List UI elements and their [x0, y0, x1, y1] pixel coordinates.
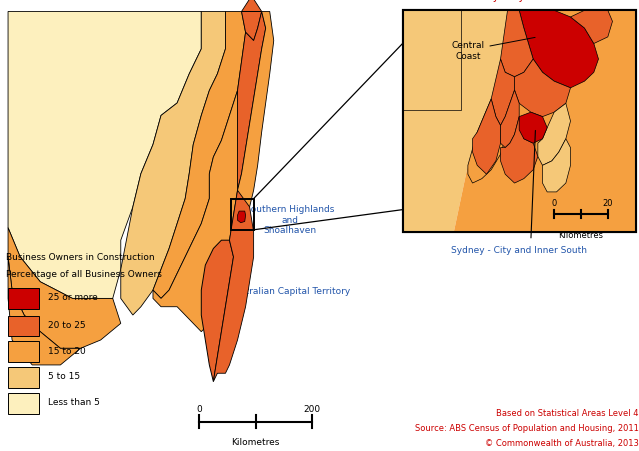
Polygon shape — [8, 257, 81, 365]
Bar — [8, 368, 39, 388]
Text: Australian Capital Territory: Australian Capital Territory — [221, 286, 350, 299]
Text: 15 to 20: 15 to 20 — [48, 346, 86, 355]
Polygon shape — [8, 13, 201, 299]
Polygon shape — [213, 191, 254, 382]
Text: Central
Coast: Central Coast — [451, 38, 535, 61]
Text: 0: 0 — [197, 404, 202, 413]
Text: Insert: SA4s in Sydney: Insert: SA4s in Sydney — [407, 0, 525, 2]
Polygon shape — [571, 11, 612, 44]
Text: Sydney - City and Inner South: Sydney - City and Inner South — [451, 245, 587, 254]
Text: Kilometres: Kilometres — [558, 230, 603, 239]
Polygon shape — [514, 60, 571, 117]
Polygon shape — [468, 100, 505, 184]
Polygon shape — [403, 11, 507, 232]
Polygon shape — [8, 228, 121, 349]
Polygon shape — [519, 113, 547, 144]
Text: Percentage of all Business Owners: Percentage of all Business Owners — [6, 270, 162, 279]
Polygon shape — [403, 11, 461, 110]
Bar — [8, 393, 39, 414]
Polygon shape — [454, 11, 636, 232]
Polygon shape — [121, 13, 226, 315]
Text: 5 to 15: 5 to 15 — [48, 372, 80, 381]
Text: 20 to 25: 20 to 25 — [48, 320, 86, 329]
Polygon shape — [238, 212, 245, 223]
Polygon shape — [500, 117, 538, 184]
Polygon shape — [543, 139, 571, 193]
Text: 25 or more: 25 or more — [48, 293, 98, 302]
Text: Based on Statistical Areas Level 4: Based on Statistical Areas Level 4 — [497, 408, 639, 417]
Text: © Commonwealth of Australia, 2013: © Commonwealth of Australia, 2013 — [485, 438, 639, 447]
Polygon shape — [500, 91, 519, 148]
Polygon shape — [491, 60, 514, 126]
Bar — [231, 199, 254, 230]
Text: 0: 0 — [551, 199, 557, 208]
Bar — [8, 316, 39, 336]
Text: 20: 20 — [603, 199, 613, 208]
Text: Southern Highlands
and
Shoalhaven: Southern Highlands and Shoalhaven — [240, 205, 335, 235]
Polygon shape — [538, 104, 571, 166]
Polygon shape — [238, 13, 266, 191]
Bar — [8, 289, 39, 309]
Polygon shape — [472, 100, 500, 175]
Polygon shape — [153, 13, 245, 299]
Polygon shape — [500, 11, 533, 78]
Text: Business Owners in Construction: Business Owners in Construction — [6, 253, 155, 262]
Polygon shape — [238, 13, 273, 220]
Polygon shape — [201, 241, 233, 382]
Polygon shape — [153, 91, 238, 332]
Text: Less than 5: Less than 5 — [48, 397, 100, 406]
Polygon shape — [519, 11, 599, 88]
Text: 200: 200 — [304, 404, 320, 413]
Text: Kilometres: Kilometres — [231, 437, 280, 446]
Text: Source: ABS Census of Population and Housing, 2011: Source: ABS Census of Population and Hou… — [415, 423, 639, 432]
Bar — [8, 342, 39, 362]
Polygon shape — [242, 0, 262, 41]
